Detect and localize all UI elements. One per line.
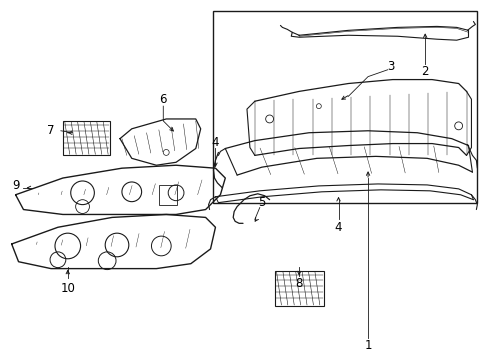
Text: 7: 7 [48,124,55,137]
Text: 2: 2 [421,65,429,78]
Text: 9: 9 [12,179,19,192]
Text: 4: 4 [335,221,343,234]
Text: 4: 4 [212,136,219,149]
Text: 5: 5 [258,196,266,209]
Text: 6: 6 [160,93,167,106]
Text: 1: 1 [365,339,372,352]
Bar [63,121,110,156]
Text: 10: 10 [60,282,75,295]
Text: 3: 3 [387,60,394,73]
Bar [159,185,177,204]
Bar [274,271,324,306]
Bar [214,11,477,203]
Text: 8: 8 [295,277,303,290]
